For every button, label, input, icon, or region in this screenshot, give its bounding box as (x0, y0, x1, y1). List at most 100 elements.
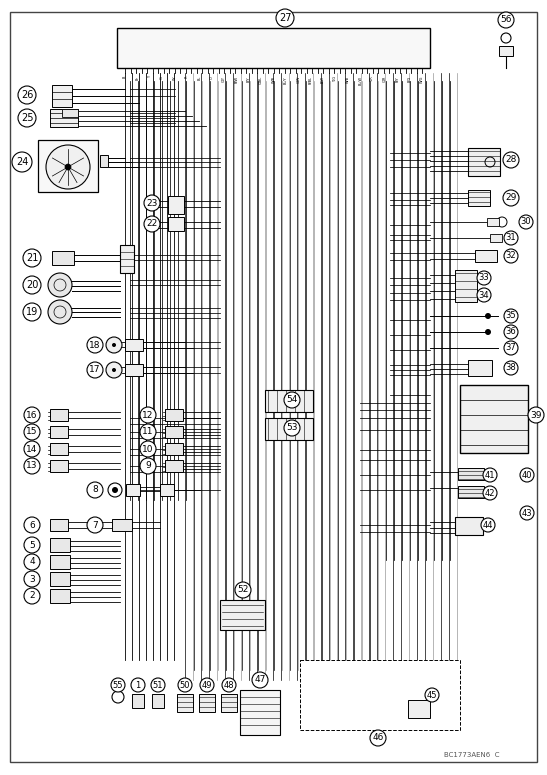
Circle shape (106, 362, 122, 378)
Bar (38, 140, 98, 192)
Text: 51: 51 (153, 680, 163, 690)
Text: Br: Br (135, 76, 139, 80)
Circle shape (425, 688, 439, 702)
Bar (460, 385, 528, 453)
Text: 30: 30 (521, 218, 531, 226)
Text: 5: 5 (29, 540, 35, 549)
Circle shape (24, 441, 40, 457)
Circle shape (252, 672, 268, 688)
Circle shape (481, 518, 495, 532)
Bar (100, 155, 108, 167)
Text: Y/R: Y/R (370, 76, 375, 81)
Text: BL/Y: BL/Y (284, 76, 288, 84)
Bar (490, 234, 502, 242)
Bar (468, 360, 492, 376)
Text: 44: 44 (483, 521, 493, 529)
Circle shape (504, 309, 518, 323)
Bar (220, 600, 265, 630)
Circle shape (12, 152, 32, 172)
Bar (199, 694, 215, 712)
Text: 15: 15 (26, 428, 38, 436)
Text: Y: Y (148, 76, 152, 78)
Circle shape (284, 392, 300, 408)
Text: 42: 42 (485, 488, 495, 498)
Bar (468, 190, 490, 206)
Circle shape (65, 164, 71, 170)
Circle shape (24, 407, 40, 423)
Circle shape (485, 313, 491, 319)
Circle shape (23, 303, 41, 321)
Circle shape (87, 517, 103, 533)
Bar (112, 519, 132, 531)
Text: R/Y: R/Y (395, 76, 399, 81)
Text: B: B (123, 76, 127, 78)
Text: 39: 39 (530, 411, 542, 419)
Text: 40: 40 (522, 470, 532, 480)
Circle shape (23, 249, 41, 267)
Text: 3: 3 (29, 574, 35, 584)
Circle shape (106, 337, 122, 353)
Text: 13: 13 (26, 461, 38, 470)
Bar (458, 486, 484, 498)
Text: 55: 55 (113, 680, 123, 690)
Text: W/G: W/G (420, 76, 424, 84)
Bar (300, 660, 460, 730)
Circle shape (276, 9, 294, 27)
Circle shape (151, 678, 165, 692)
Circle shape (144, 216, 160, 232)
Text: G: G (160, 76, 164, 79)
Circle shape (140, 441, 156, 457)
Bar (165, 443, 183, 455)
Bar (50, 572, 70, 586)
Text: Y/G: Y/G (333, 76, 337, 82)
Text: 2: 2 (29, 591, 35, 601)
Text: W/B: W/B (346, 76, 350, 83)
Text: 27: 27 (279, 13, 291, 23)
Circle shape (504, 341, 518, 355)
Text: B/Y: B/Y (247, 76, 251, 81)
Bar (50, 460, 68, 472)
Circle shape (48, 273, 72, 297)
Circle shape (48, 300, 72, 324)
Text: 24: 24 (16, 157, 28, 167)
Text: G/R: G/R (383, 76, 387, 82)
Text: 7: 7 (92, 521, 98, 529)
Text: 37: 37 (505, 343, 516, 353)
Circle shape (112, 343, 116, 347)
Text: 43: 43 (522, 508, 532, 518)
Bar (165, 426, 183, 438)
Text: G/Y: G/Y (222, 76, 226, 82)
Circle shape (23, 276, 41, 294)
Bar (52, 85, 72, 107)
Circle shape (178, 678, 192, 692)
Circle shape (235, 582, 251, 598)
Circle shape (18, 86, 36, 104)
Circle shape (477, 271, 491, 285)
Text: B/G: B/G (408, 76, 412, 82)
Text: BC1773AEN6  C: BC1773AEN6 C (445, 752, 500, 758)
Circle shape (87, 482, 103, 498)
Text: 38: 38 (505, 363, 516, 373)
Text: 22: 22 (147, 219, 158, 229)
Bar (132, 694, 144, 708)
Circle shape (24, 571, 40, 587)
Text: 19: 19 (26, 307, 38, 317)
Circle shape (131, 678, 145, 692)
Circle shape (24, 588, 40, 604)
Circle shape (284, 420, 300, 436)
Text: O: O (210, 76, 214, 79)
Circle shape (24, 517, 40, 533)
Bar (265, 390, 313, 412)
Text: G/BL: G/BL (259, 76, 263, 84)
Circle shape (520, 506, 534, 520)
Circle shape (112, 368, 116, 372)
Text: 20: 20 (26, 280, 38, 290)
Bar (408, 700, 430, 718)
Text: 50: 50 (180, 680, 190, 690)
Bar (168, 196, 184, 214)
Text: 25: 25 (21, 113, 33, 123)
Circle shape (519, 215, 533, 229)
Text: W: W (172, 76, 177, 80)
Bar (126, 484, 140, 496)
Text: 56: 56 (501, 16, 512, 25)
